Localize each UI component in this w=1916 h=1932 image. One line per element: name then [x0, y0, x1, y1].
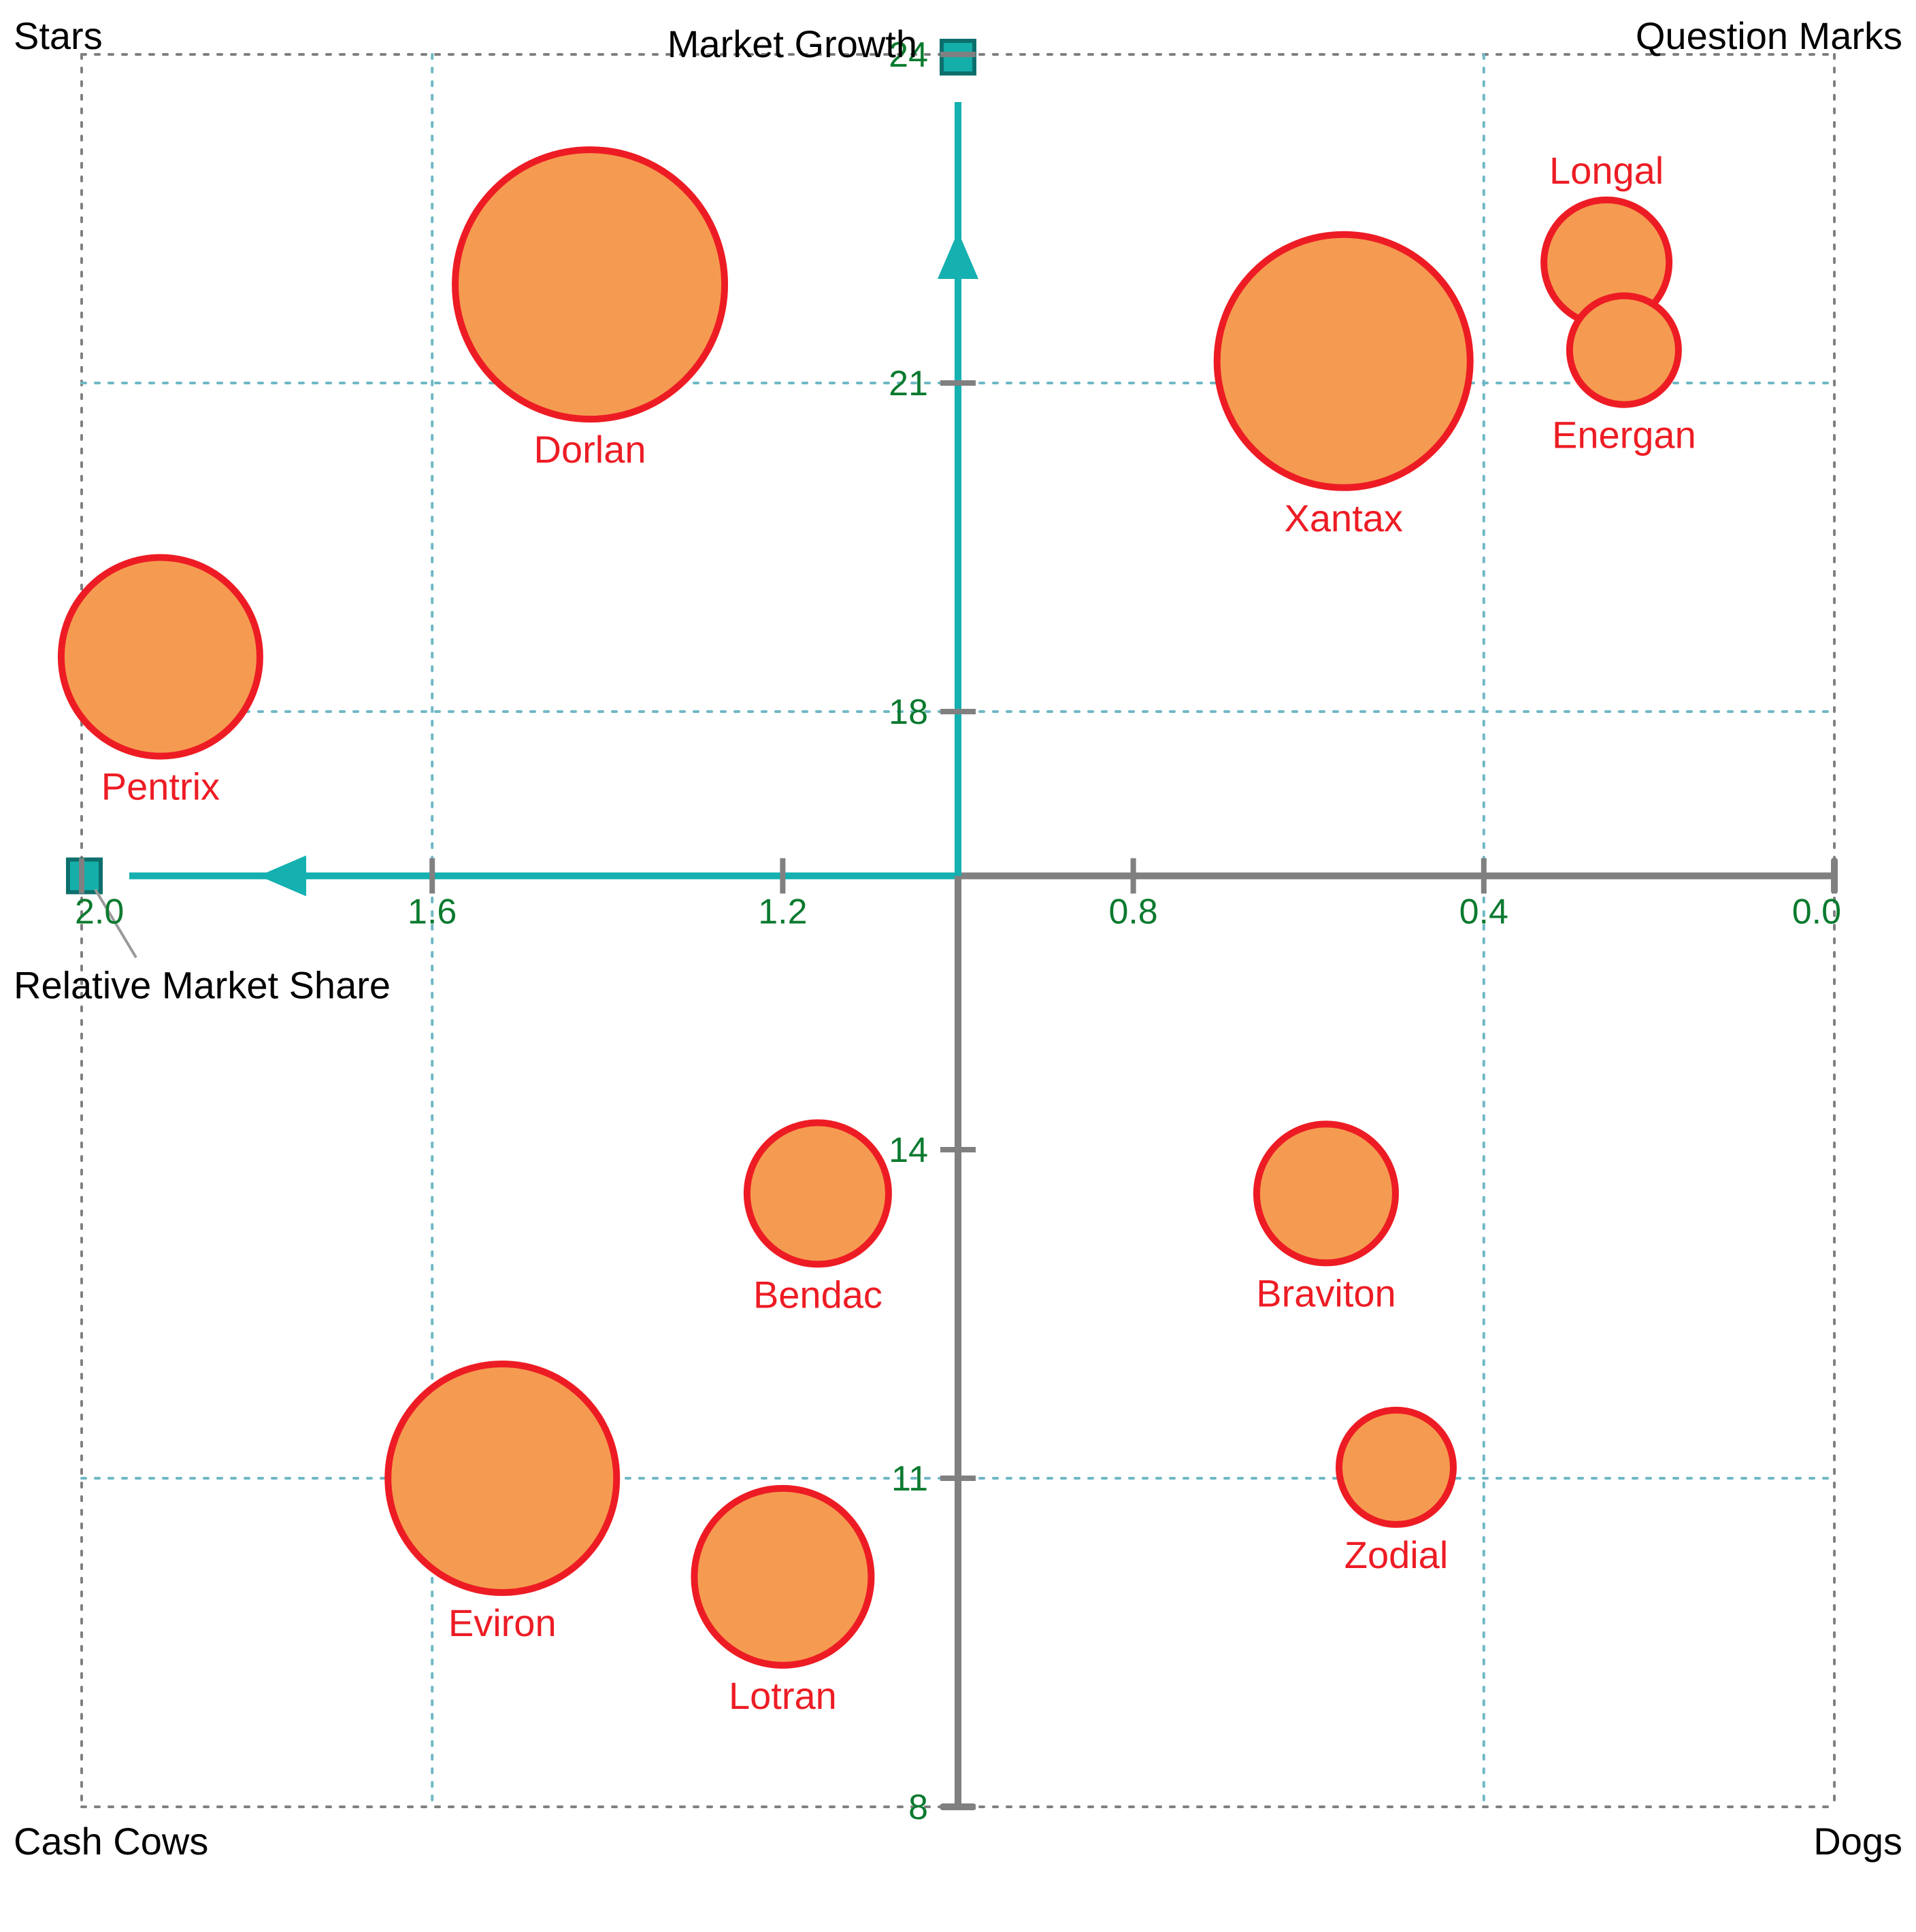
bubble-eviron — [388, 1364, 616, 1593]
svg-text:8: 8 — [908, 1788, 928, 1827]
svg-text:Question Marks: Question Marks — [1636, 14, 1902, 57]
bubble-zodial — [1339, 1410, 1453, 1525]
svg-text:21: 21 — [889, 364, 928, 403]
bubble-label-braviton: Braviton — [1256, 1271, 1395, 1314]
bubble-label-energan: Energan — [1552, 414, 1696, 456]
svg-text:Relative Market Share: Relative Market Share — [14, 964, 391, 1007]
bubble-label-xantax: Xantax — [1285, 497, 1403, 539]
bubble-label-bendac: Bendac — [753, 1273, 882, 1316]
svg-text:Cash Cows: Cash Cows — [14, 1820, 208, 1863]
bubble-braviton — [1257, 1124, 1395, 1263]
svg-text:0.8: 0.8 — [1108, 893, 1157, 932]
bubble-xantax — [1217, 235, 1470, 488]
bubble-label-lotran: Lotran — [729, 1674, 837, 1717]
bubble-pentrix — [61, 558, 260, 756]
bubble-lotran — [694, 1488, 871, 1665]
svg-text:Dogs: Dogs — [1813, 1820, 1902, 1863]
svg-text:18: 18 — [889, 693, 928, 732]
bcg-matrix-chart: 2.01.61.20.80.40.024211814118Market Grow… — [0, 0, 1916, 1932]
svg-text:0.4: 0.4 — [1459, 893, 1508, 932]
bubble-label-zodial: Zodial — [1344, 1533, 1449, 1576]
svg-text:2.0: 2.0 — [75, 893, 124, 932]
svg-text:11: 11 — [891, 1459, 928, 1499]
svg-text:0.0: 0.0 — [1792, 893, 1841, 932]
bubble-label-pentrix: Pentrix — [101, 765, 220, 808]
svg-text:Stars: Stars — [14, 14, 103, 57]
bubble-energan — [1570, 296, 1679, 405]
svg-text:1.2: 1.2 — [758, 893, 807, 932]
bubble-label-longal: Longal — [1549, 149, 1664, 192]
bubble-bendac — [747, 1122, 889, 1264]
bubble-label-dorlan: Dorlan — [534, 428, 646, 471]
bubble-dorlan — [455, 150, 725, 419]
svg-text:1.6: 1.6 — [408, 893, 457, 932]
svg-text:Market Growth: Market Growth — [667, 22, 917, 65]
bubble-label-eviron: Eviron — [448, 1601, 557, 1644]
svg-text:14: 14 — [889, 1131, 928, 1170]
